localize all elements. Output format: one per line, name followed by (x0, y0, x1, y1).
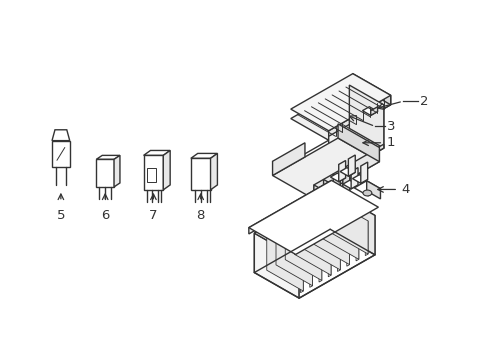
Polygon shape (275, 232, 312, 286)
Text: 2: 2 (419, 95, 427, 108)
Polygon shape (323, 179, 330, 207)
Polygon shape (353, 181, 380, 196)
Polygon shape (294, 221, 330, 275)
Polygon shape (254, 190, 329, 273)
Polygon shape (350, 168, 357, 189)
Text: 1: 1 (386, 136, 394, 149)
Polygon shape (300, 258, 303, 293)
Polygon shape (143, 156, 163, 190)
Polygon shape (143, 150, 170, 156)
Polygon shape (338, 161, 345, 182)
Polygon shape (114, 156, 120, 187)
Polygon shape (348, 85, 383, 148)
Polygon shape (290, 83, 390, 140)
Polygon shape (313, 189, 320, 216)
Polygon shape (313, 185, 320, 212)
Polygon shape (266, 237, 303, 291)
Polygon shape (248, 180, 378, 255)
Polygon shape (294, 129, 383, 180)
Polygon shape (332, 178, 340, 206)
Polygon shape (342, 168, 349, 196)
Text: 3: 3 (386, 120, 395, 133)
Polygon shape (254, 190, 374, 259)
Polygon shape (362, 107, 377, 116)
Polygon shape (360, 162, 367, 183)
Polygon shape (316, 203, 330, 211)
Polygon shape (146, 168, 156, 182)
Polygon shape (335, 192, 349, 200)
Polygon shape (332, 174, 340, 202)
Polygon shape (190, 158, 210, 190)
Polygon shape (52, 141, 70, 167)
Polygon shape (190, 153, 217, 158)
Polygon shape (346, 231, 349, 266)
Polygon shape (366, 181, 380, 199)
Polygon shape (318, 247, 321, 282)
Polygon shape (210, 153, 217, 190)
Polygon shape (327, 242, 330, 277)
Polygon shape (254, 233, 299, 298)
Polygon shape (313, 148, 379, 199)
Polygon shape (290, 74, 390, 131)
Polygon shape (355, 226, 358, 261)
Text: 7: 7 (149, 208, 157, 221)
Polygon shape (328, 144, 383, 180)
Polygon shape (329, 190, 374, 255)
Polygon shape (299, 215, 374, 298)
Polygon shape (365, 221, 367, 256)
Polygon shape (303, 216, 340, 270)
Polygon shape (306, 208, 320, 216)
Polygon shape (337, 124, 379, 162)
Polygon shape (331, 200, 367, 254)
Polygon shape (337, 237, 340, 271)
Polygon shape (370, 107, 377, 116)
Polygon shape (328, 95, 390, 140)
Text: 6: 6 (101, 208, 109, 221)
Polygon shape (342, 172, 349, 200)
Polygon shape (285, 226, 321, 280)
Polygon shape (352, 74, 390, 105)
Polygon shape (96, 156, 120, 159)
Polygon shape (330, 173, 345, 182)
Polygon shape (96, 159, 114, 187)
Polygon shape (322, 205, 358, 259)
Ellipse shape (362, 190, 371, 196)
Text: 8: 8 (196, 208, 204, 221)
Polygon shape (340, 168, 355, 176)
Polygon shape (328, 105, 383, 180)
Polygon shape (309, 253, 312, 287)
Polygon shape (342, 180, 357, 189)
Polygon shape (272, 138, 379, 199)
Polygon shape (163, 150, 170, 190)
Polygon shape (325, 198, 340, 206)
Polygon shape (52, 130, 70, 141)
Polygon shape (323, 183, 330, 211)
Polygon shape (347, 155, 355, 176)
Polygon shape (248, 180, 331, 234)
Text: 4: 4 (400, 183, 408, 196)
Polygon shape (312, 211, 349, 265)
Polygon shape (272, 143, 305, 175)
Text: 5: 5 (57, 208, 65, 221)
Polygon shape (352, 175, 367, 183)
